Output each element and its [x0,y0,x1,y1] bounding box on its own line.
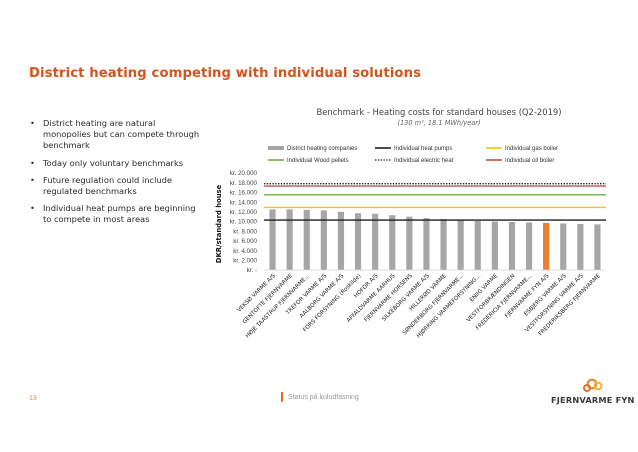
y-tick-label: kr. 4.000 [233,248,257,255]
bar [577,223,584,270]
legend-label: Individual gas boiler [505,146,558,152]
legend-label: Individual electric heat [394,158,454,164]
bar [372,213,379,270]
y-tick-label: kr. 20.000 [230,170,258,177]
bar [320,210,327,270]
logo-text: FJERNVARME FYN [551,395,635,405]
bullet-item: • Future regulation could include regulat… [30,175,202,197]
bullet-dot-icon: • [30,118,35,128]
bullet-dot-icon: • [30,203,35,214]
legend-label: Individual heat pumps [394,146,452,152]
legend-label: Individual Wood pellets [287,158,349,164]
bullet-text: Individual heat pumps are beginning to c… [43,203,196,225]
bar [389,215,396,270]
bullet-dot-icon: • [30,157,35,168]
chart-title: Benchmark - Heating costs for standard h… [316,107,562,117]
bar [491,221,498,270]
y-tick-label: kr. 18.000 [230,180,258,187]
bar [354,213,362,270]
bar [303,209,310,270]
bullet-text: Today only voluntary benchmarks [43,157,184,168]
bar [457,220,464,270]
x-tick-label: SØNDERBORG FJERNVARME... [401,272,465,336]
legend-label: Individual oil boiler [505,158,554,164]
bar [337,211,345,270]
bar [474,221,481,270]
legend-label: District heating companies [287,146,357,152]
bullet-item: • District heating are natural monopolies… [30,118,202,152]
bar [406,216,413,270]
bar [440,219,447,270]
bar [423,218,430,270]
bullet-text: Future regulation could include regulate… [43,174,173,197]
bullet-text: District heating are natural monopolies … [43,118,200,151]
slide-title: District heating competing with individu… [29,66,422,81]
bar [525,222,533,270]
y-tick-label: kr. 6.000 [233,238,257,245]
y-tick-label: kr. 10.000 [230,219,258,226]
bar [560,223,567,270]
y-tick-label: kr. 14.000 [230,199,258,206]
footer-divider [281,392,283,402]
y-tick-label: kr. 12.000 [230,209,258,216]
bullet-list: • District heating are natural monopolies… [30,118,202,232]
y-tick-label: kr. 8.000 [233,228,257,235]
y-tick-label: kr. 16.000 [230,190,258,197]
bullet-item: • Today only voluntary benchmarks [30,158,202,169]
chart-subtitle: (130 m², 18.1 MWh/year) [397,119,481,127]
y-tick-label: kr. 2.000 [233,258,257,265]
footer-text: Status på kuludfasning [288,394,359,401]
bar [543,222,550,270]
rings-logo-icon [583,378,603,392]
y-tick-label: kr. - [247,267,257,274]
bar [508,221,516,270]
bar [269,209,276,270]
bullet-item: • Individual heat pumps are beginning to … [30,203,202,225]
bar [286,209,293,270]
page-number: 13 [29,395,37,402]
bullet-dot-icon: • [30,174,35,185]
bar [594,224,601,270]
y-axis-label: DKR/standard house [215,184,223,263]
